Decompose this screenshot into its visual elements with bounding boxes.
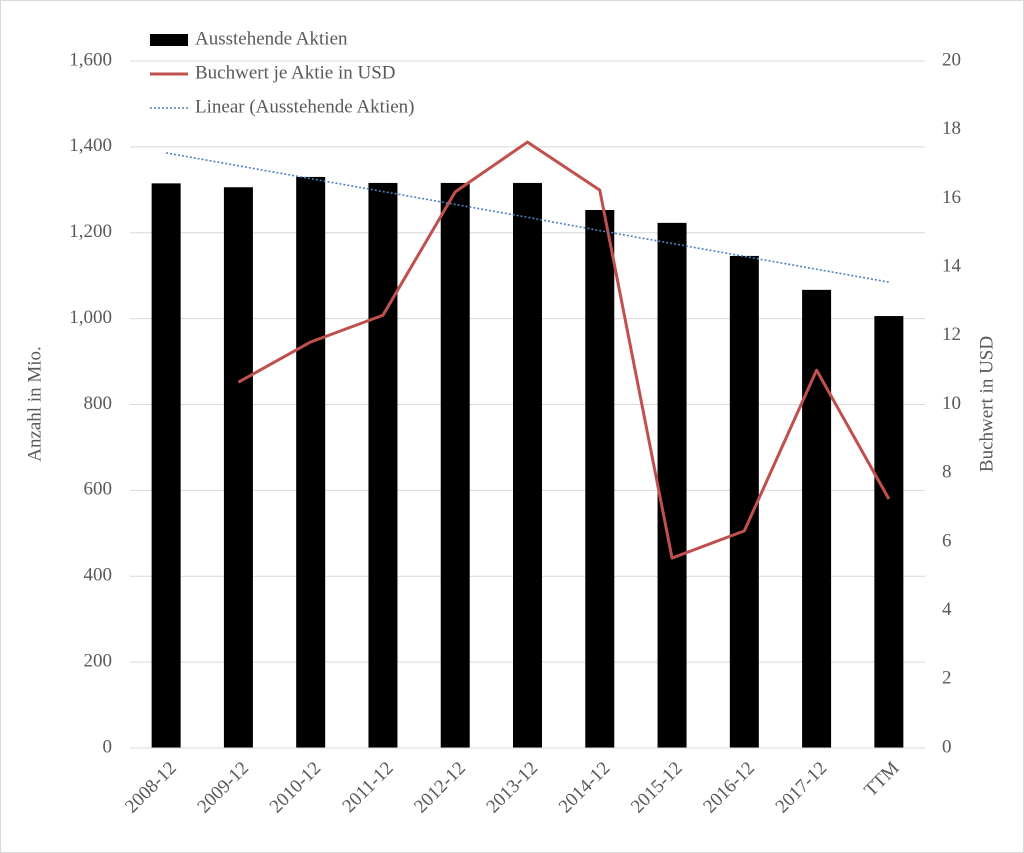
legend-label: Ausstehende Aktien [195,28,348,49]
y-tick-label: 1,600 [69,49,112,70]
bar [585,209,615,749]
bar [802,289,832,748]
y2-tick-label: 16 [942,187,961,208]
bar [223,187,253,748]
y2-tick-label: 20 [942,49,961,70]
y-tick-label: 1,000 [69,307,112,328]
bar [657,222,687,748]
y2-axis-label: Buchwert in USD [976,336,997,472]
y2-tick-label: 12 [942,324,961,345]
bar [296,176,326,748]
y-tick-label: 400 [84,565,113,586]
bar [513,182,542,748]
line [237,140,891,560]
y2-tick-label: 4 [942,599,952,620]
y-tick-label: 0 [103,736,113,757]
y2-tick-label: 8 [942,462,952,483]
y-tick-label: 1,200 [69,221,112,242]
bar [729,255,759,748]
y2-tick-label: 2 [942,668,952,689]
y2-tick-label: 14 [942,255,962,276]
y-tick-label: 200 [84,650,113,671]
legend-label: Buchwert je Aktie in USD [195,62,396,83]
y2-tick-label: 10 [942,393,961,414]
y2-tick-label: 6 [942,530,952,551]
bar [151,183,181,748]
bar [368,182,398,748]
y2-tick-label: 18 [942,118,961,139]
bar [874,316,904,748]
y-axis-label: Anzahl in Mio. [24,346,45,462]
y-tick-label: 800 [84,393,113,414]
legend-swatch [150,34,188,46]
y-tick-label: 600 [84,479,113,500]
legend-label: Linear (Ausstehende Aktien) [195,96,414,117]
y2-tick-label: 0 [942,736,952,757]
bar [440,182,470,748]
y-tick-label: 1,400 [69,135,112,156]
